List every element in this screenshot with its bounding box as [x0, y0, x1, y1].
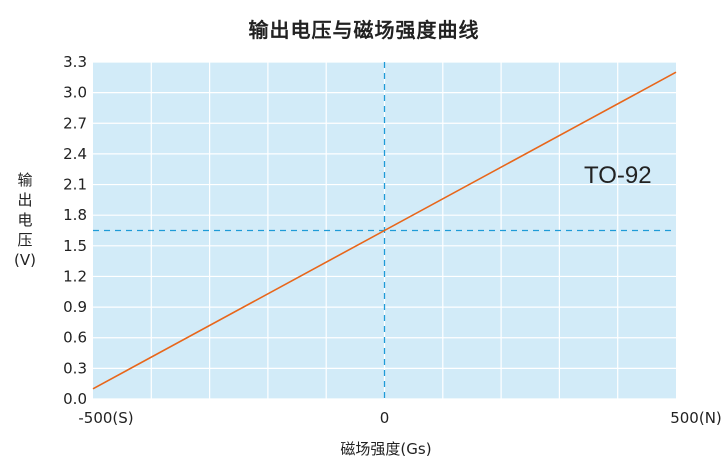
y-axis-label-char: 电: [17, 211, 33, 229]
y-axis-label-char: 出: [17, 191, 33, 209]
y-tick-label: 3.3: [63, 53, 87, 71]
chart-title: 输出电压与磁场强度曲线: [248, 18, 480, 42]
x-axis-label: 磁场强度(Gs): [340, 440, 432, 458]
y-axis-label-char: 输: [17, 171, 33, 189]
y-tick-label: 0.9: [63, 298, 87, 316]
y-tick-label: 2.4: [63, 145, 87, 163]
y-tick-label: 0.6: [63, 329, 87, 347]
y-tick-label: 0.0: [63, 390, 87, 408]
series-annotation: TO-92: [584, 162, 652, 189]
series-line: [92, 71, 677, 390]
y-tick-label: 2.1: [63, 176, 87, 194]
x-tick-label: 0: [380, 409, 390, 427]
y-tick-label: 0.3: [63, 359, 87, 377]
x-tick-label: -500(S): [78, 409, 133, 427]
y-axis-label: 输 出 电 压 (V): [14, 170, 36, 270]
y-tick-label: 1.8: [63, 206, 87, 224]
y-tick-label: 2.7: [63, 114, 87, 132]
y-tick-label: 1.2: [63, 267, 87, 285]
y-axis-label-char: 压: [17, 231, 33, 249]
x-tick-label: 500(N): [670, 409, 722, 427]
y-axis-label-char: (V): [14, 251, 36, 269]
y-tick-label: 3.0: [63, 84, 87, 102]
y-tick-label: 1.5: [63, 237, 87, 255]
